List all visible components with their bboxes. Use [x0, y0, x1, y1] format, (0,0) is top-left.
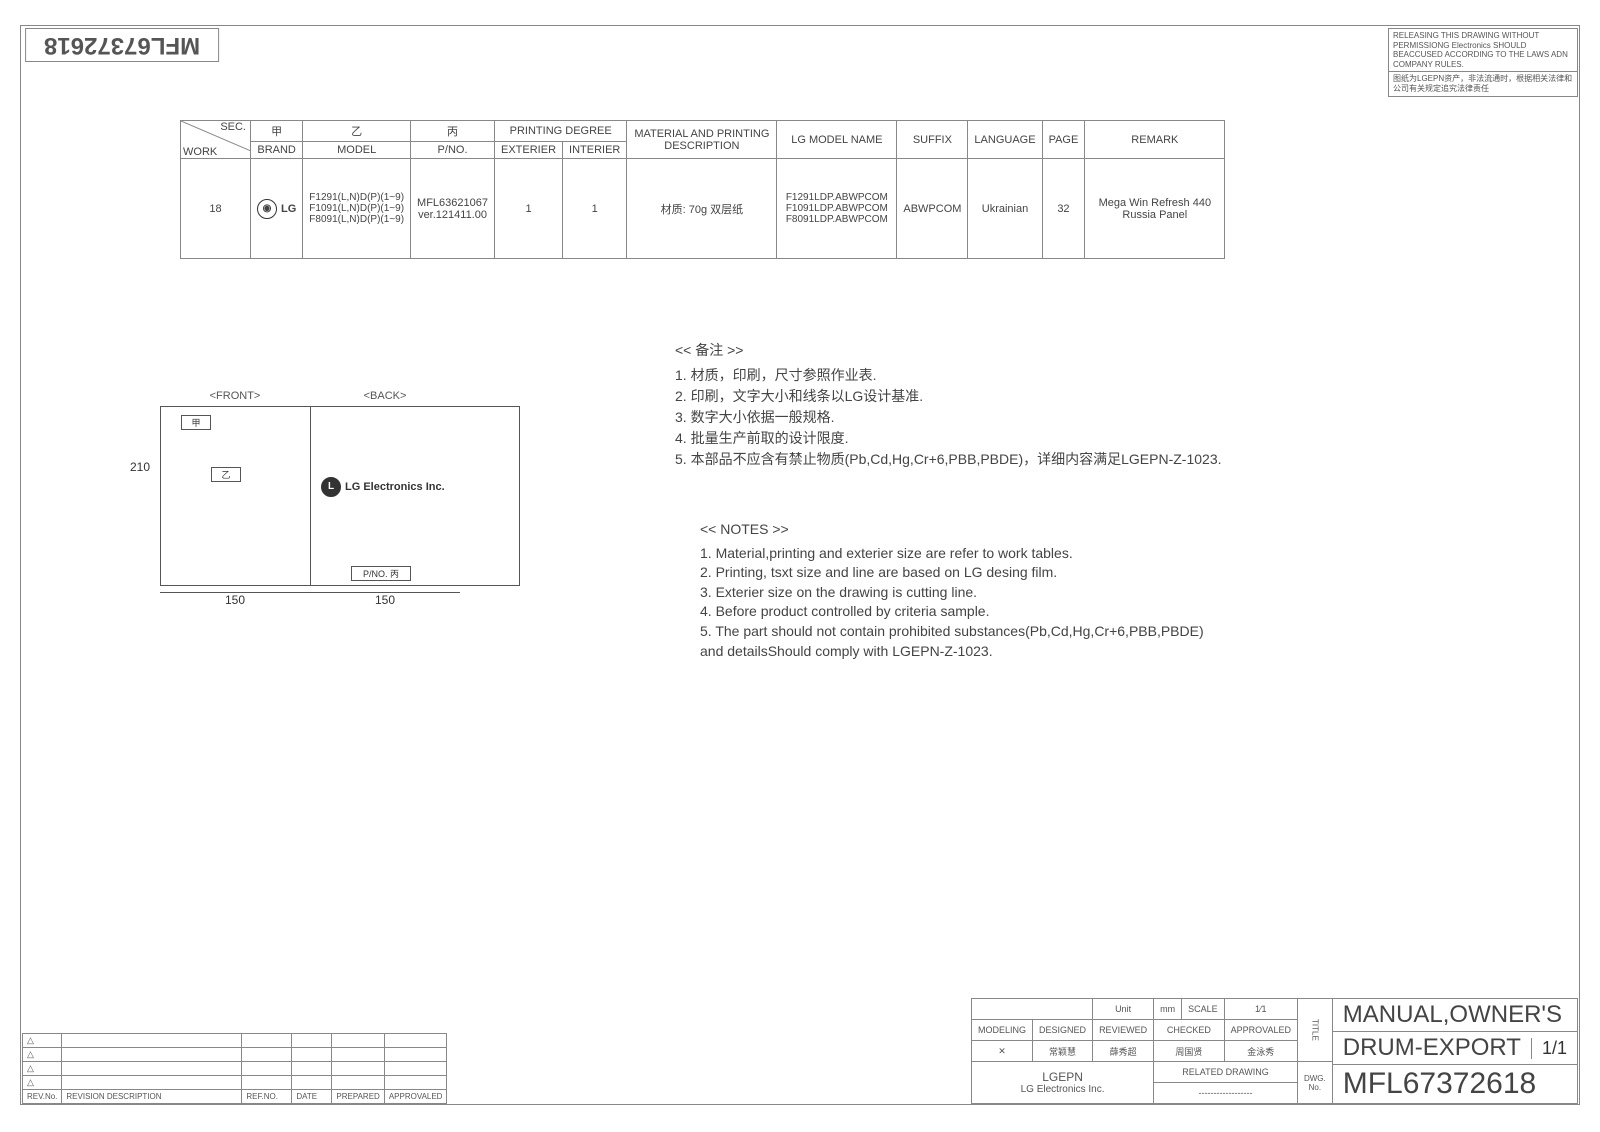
notes-cn-header: << 备注 >>	[675, 340, 1222, 361]
note-cn-1: 1. 材质，印刷，尺寸参照作业表.	[675, 365, 1222, 386]
hdr-brand: BRAND	[251, 142, 303, 159]
cell-model: F1291(L,N)D(P)(1~9) F1091(L,N)D(P)(1~9) …	[303, 159, 411, 259]
rev-tri-4: △	[23, 1076, 62, 1090]
box-yi: 乙	[211, 467, 241, 482]
hdr-model: MODEL	[303, 142, 411, 159]
note-cn-2: 2. 印刷，文字大小和线条以LG设计基准.	[675, 386, 1222, 407]
cell-lgname: F1291LDP.ABWPCOM F1091LDP.ABWPCOM F8091L…	[777, 159, 897, 259]
note-en-2: 2. Printing, tsxt size and line are base…	[700, 563, 1204, 583]
rev-hdr-prepared: PREPARED	[332, 1090, 384, 1104]
tb-dwgno: DWG. No.	[1297, 1062, 1332, 1104]
tb-lgepn: LGEPN	[978, 1070, 1147, 1084]
hdr-sec: SEC.	[220, 121, 246, 133]
tb-title3: MFL67372618	[1343, 1067, 1536, 1101]
tb-approvaled: APPROVALED	[1224, 1020, 1297, 1041]
hdr-material: MATERIAL AND PRINTING DESCRIPTION	[627, 121, 777, 159]
note-cn-3: 3. 数字大小依据一般规格.	[675, 407, 1222, 428]
tb-checked: CHECKED	[1154, 1020, 1225, 1041]
rev-hdr-revno: REV.No.	[23, 1090, 62, 1104]
cell-int: 1	[563, 159, 627, 259]
rev-tri-2: △	[23, 1048, 62, 1062]
note-cn-5: 5. 本部品不应含有禁止物质(Pb,Cd,Hg,Cr+6,PBB,PBDE)，详…	[675, 449, 1222, 470]
cell-language: Ukrainian	[968, 159, 1042, 259]
cell-page: 32	[1042, 159, 1085, 259]
tb-name2: 薛秀超	[1093, 1041, 1154, 1062]
release-cn: 图纸为LGEPN资产，非法流通时，根据相关法律和公司有关规定追究法律责任	[1389, 71, 1577, 95]
cell-material: 材质: 70g 双层纸	[627, 159, 777, 259]
notes-chinese: << 备注 >> 1. 材质，印刷，尺寸参照作业表. 2. 印刷，文字大小和线条…	[675, 340, 1222, 470]
lg-logo-row: LLG Electronics Inc.	[321, 477, 445, 497]
tb-title2: DRUM-EXPORT	[1343, 1034, 1521, 1062]
release-en: RELEASING THIS DRAWING WITHOUT PERMISSIO…	[1389, 29, 1577, 71]
box-pno: P/NO. 丙	[351, 566, 411, 581]
tb-scale-v: 1⁄1	[1224, 999, 1297, 1020]
label-front: <FRONT>	[160, 390, 310, 402]
tb-page: 1/1	[1531, 1038, 1567, 1059]
tb-title1: MANUAL,OWNER'S	[1343, 1001, 1562, 1029]
cell-brand: ◉LG	[251, 159, 303, 259]
tb-modeling: MODELING	[972, 1020, 1033, 1041]
note-en-5b: and detailsShould comply with LGEPN-Z-10…	[700, 642, 1204, 662]
notes-english: << NOTES >> 1. Material,printing and ext…	[700, 520, 1204, 661]
diagram: <FRONT> <BACK> 甲 乙 LLG Electronics Inc. …	[160, 390, 520, 607]
note-cn-4: 4. 批量生产前取的设计限度.	[675, 428, 1222, 449]
cell-ext: 1	[495, 159, 563, 259]
cell-work: 18	[181, 159, 251, 259]
spec-table: SEC. WORK 甲 乙 丙 PRINTING DEGREE MATERIAL…	[180, 120, 1225, 259]
titleblock-left: Unit mm SCALE 1⁄1 TITLE MODELING DESIGNE…	[971, 998, 1333, 1104]
hdr-jia: 甲	[251, 121, 303, 142]
cell-suffix: ABWPCOM	[897, 159, 968, 259]
hdr-bing: 丙	[411, 121, 495, 142]
tb-modeling-icon: ✕	[972, 1041, 1033, 1062]
box-jia: 甲	[181, 415, 211, 430]
tb-scale: SCALE	[1182, 999, 1225, 1020]
note-en-1: 1. Material,printing and exterier size a…	[700, 544, 1204, 564]
rev-hdr-desc: REVISION DESCRIPTION	[62, 1090, 242, 1104]
hdr-printing: PRINTING DEGREE	[495, 121, 627, 142]
tb-dashes: ------------------	[1154, 1083, 1298, 1104]
tb-reviewed: REVIEWED	[1093, 1020, 1154, 1041]
hdr-remark: REMARK	[1085, 121, 1225, 159]
hdr-suffix: SUFFIX	[897, 121, 968, 159]
dim-w1: 150	[160, 592, 310, 607]
hdr-lgname: LG MODEL NAME	[777, 121, 897, 159]
revision-table: △ △ △ △ REV.No. REVISION DESCRIPTION REF…	[22, 1033, 447, 1104]
hdr-exterier: EXTERIER	[495, 142, 563, 159]
rev-hdr-approvaled: APPROVALED	[384, 1090, 447, 1104]
dim-w2: 150	[310, 592, 460, 607]
tb-name3: 周国贤	[1154, 1041, 1225, 1062]
cell-pno: MFL63621067 ver.121411.00	[411, 159, 495, 259]
rev-hdr-refno: REF.NO.	[242, 1090, 292, 1104]
tb-designed: DESIGNED	[1033, 1020, 1093, 1041]
tb-mm: mm	[1154, 999, 1182, 1020]
note-en-3: 3. Exterier size on the drawing is cutti…	[700, 583, 1204, 603]
tb-name4: 金泳秀	[1224, 1041, 1297, 1062]
tb-title-label: TITLE	[1297, 999, 1332, 1062]
hdr-interier: INTERIER	[563, 142, 627, 159]
back-panel: LLG Electronics Inc. P/NO. 丙	[311, 407, 461, 585]
hdr-pno: P/NO.	[411, 142, 495, 159]
release-notice: RELEASING THIS DRAWING WITHOUT PERMISSIO…	[1388, 28, 1578, 97]
hdr-yi: 乙	[303, 121, 411, 142]
tb-lgelec: LG Electronics Inc.	[978, 1084, 1147, 1095]
document-id: MFL67372618	[25, 28, 219, 62]
rev-hdr-date: DATE	[292, 1090, 332, 1104]
label-back: <BACK>	[310, 390, 460, 402]
dim-height: 210	[130, 460, 150, 474]
tb-unit: Unit	[1093, 999, 1154, 1020]
rev-tri-3: △	[23, 1062, 62, 1076]
note-en-4: 4. Before product controlled by criteria…	[700, 602, 1204, 622]
titleblock-right: MANUAL,OWNER'S DRUM-EXPORT 1/1 MFL6737261…	[1333, 998, 1578, 1104]
hdr-page: PAGE	[1042, 121, 1085, 159]
tb-name1: 常颖慧	[1033, 1041, 1093, 1062]
hdr-work: WORK	[183, 146, 217, 158]
title-block: Unit mm SCALE 1⁄1 TITLE MODELING DESIGNE…	[971, 998, 1578, 1104]
note-en-5: 5. The part should not contain prohibite…	[700, 622, 1204, 642]
cell-remark: Mega Win Refresh 440 Russia Panel	[1085, 159, 1225, 259]
front-panel: 甲 乙	[161, 407, 311, 585]
rev-tri-1: △	[23, 1034, 62, 1048]
notes-en-header: << NOTES >>	[700, 520, 1204, 540]
hdr-language: LANGUAGE	[968, 121, 1042, 159]
tb-related: RELATED DRAWING	[1154, 1062, 1298, 1083]
